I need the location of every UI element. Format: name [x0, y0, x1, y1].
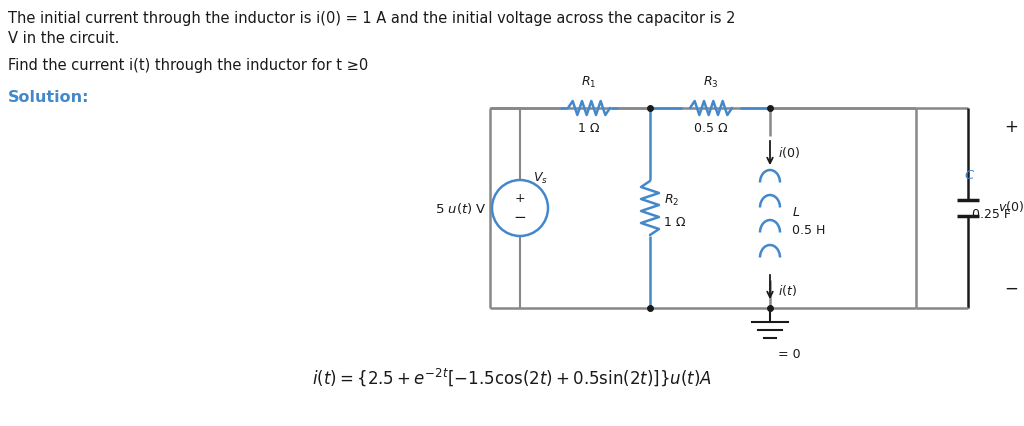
Text: $C$: $C$: [964, 169, 975, 182]
Text: $V_s$: $V_s$: [534, 171, 548, 186]
Text: Solution:: Solution:: [8, 90, 89, 105]
Text: 1 Ω: 1 Ω: [579, 122, 600, 135]
Text: = 0: = 0: [778, 348, 801, 361]
Text: The initial current through the inductor is i(0) = 1 A and the initial voltage a: The initial current through the inductor…: [8, 11, 735, 26]
Text: $i(t) = \{2.5 + e^{-2t}[-1.5\cos(2t) + 0.5\sin(2t)]\}u(t)A$: $i(t) = \{2.5 + e^{-2t}[-1.5\cos(2t) + 0…: [312, 366, 712, 388]
Text: $v$(0): $v$(0): [998, 199, 1024, 213]
Text: +: +: [1004, 118, 1018, 136]
Text: 0.5 H: 0.5 H: [792, 224, 825, 236]
Text: −: −: [514, 210, 526, 225]
Text: 0.25 F: 0.25 F: [972, 207, 1011, 221]
Text: −: −: [1004, 280, 1018, 298]
Text: $L$: $L$: [792, 205, 800, 219]
Text: $i$(0): $i$(0): [778, 146, 800, 161]
Text: V in the circuit.: V in the circuit.: [8, 31, 120, 46]
Text: Find the current i(t) through the inductor for t ≥0: Find the current i(t) through the induct…: [8, 58, 369, 73]
Text: $i$($t$): $i$($t$): [778, 283, 797, 299]
Text: 5 $u(t)$ V: 5 $u(t)$ V: [435, 201, 487, 216]
Text: $R_2$: $R_2$: [664, 193, 679, 207]
Text: 0.5 Ω: 0.5 Ω: [694, 122, 728, 135]
Text: 1 Ω: 1 Ω: [664, 216, 685, 228]
Text: +: +: [515, 193, 525, 205]
Text: $R_3$: $R_3$: [703, 75, 719, 90]
Text: $R_1$: $R_1$: [582, 75, 597, 90]
